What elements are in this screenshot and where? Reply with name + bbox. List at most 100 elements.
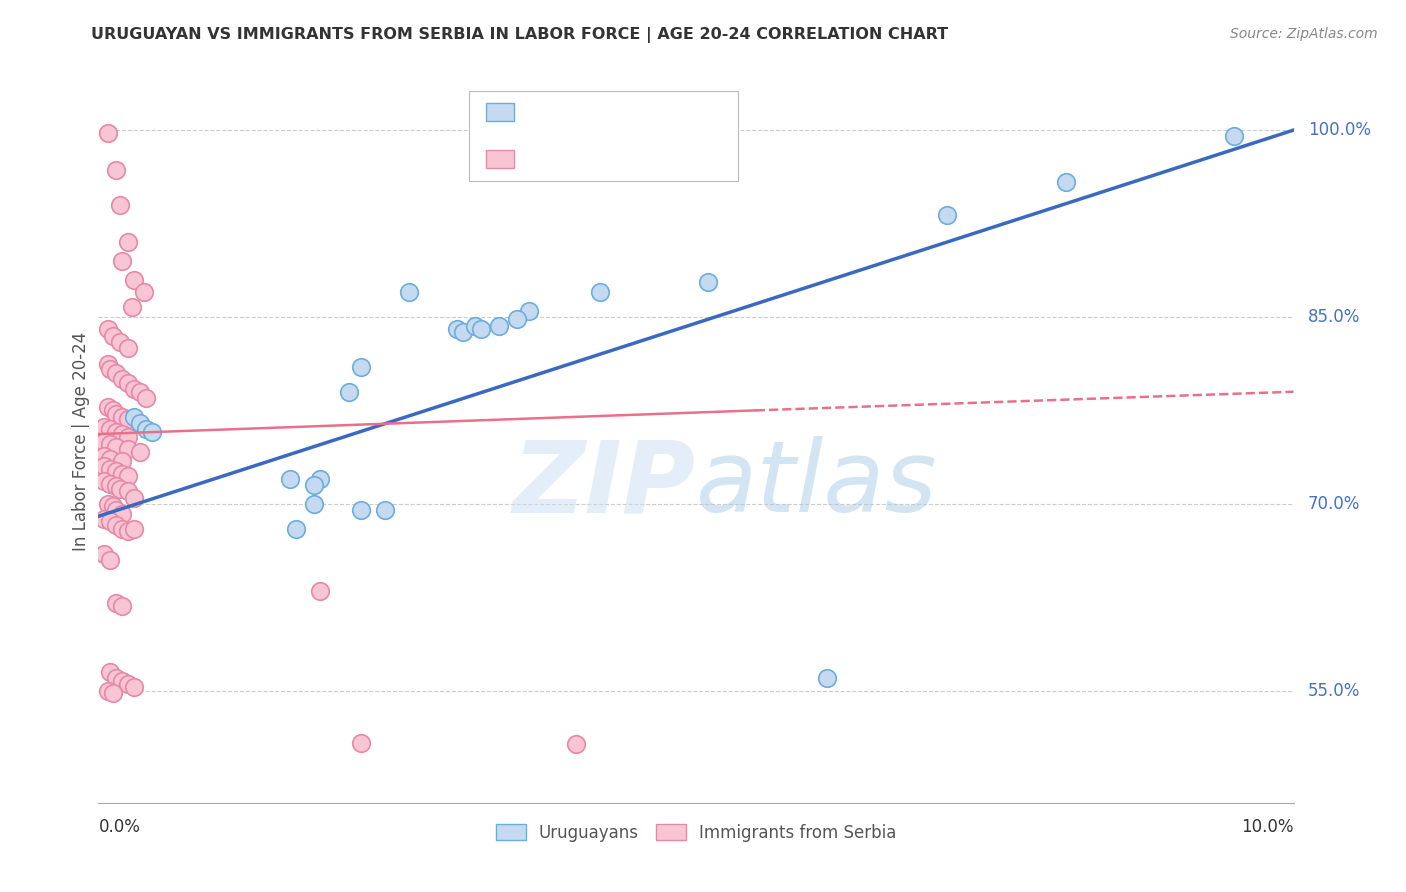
Point xyxy=(111,522,134,536)
Point xyxy=(135,422,157,436)
Point xyxy=(129,384,152,399)
Point xyxy=(129,444,152,458)
Point xyxy=(97,497,120,511)
Point xyxy=(1223,129,1246,144)
Point xyxy=(105,465,128,479)
Point xyxy=(98,553,122,567)
Point xyxy=(98,362,122,376)
Point xyxy=(278,472,301,486)
Point xyxy=(93,459,115,474)
Point xyxy=(124,272,146,286)
Point xyxy=(135,391,157,405)
Point xyxy=(111,427,134,442)
Point xyxy=(111,467,134,481)
Text: 70.0%: 70.0% xyxy=(1308,495,1360,513)
Point xyxy=(308,472,330,486)
Point xyxy=(374,503,396,517)
Point xyxy=(93,450,115,464)
Point xyxy=(124,680,146,694)
Text: URUGUAYAN VS IMMIGRANTS FROM SERBIA IN LABOR FORCE | AGE 20-24 CORRELATION CHART: URUGUAYAN VS IMMIGRANTS FROM SERBIA IN L… xyxy=(91,27,949,43)
Point xyxy=(98,514,122,528)
Point xyxy=(124,491,146,505)
Point xyxy=(129,416,152,430)
Point xyxy=(308,584,330,599)
Point xyxy=(108,198,131,212)
Point xyxy=(111,409,134,424)
Point xyxy=(97,126,120,140)
Point xyxy=(105,440,128,454)
Point xyxy=(302,497,325,511)
Point xyxy=(111,507,134,521)
Point xyxy=(124,409,146,424)
Point xyxy=(98,422,122,436)
Point xyxy=(98,437,122,451)
Point xyxy=(488,318,510,333)
Text: 55.0%: 55.0% xyxy=(1308,681,1360,699)
Point xyxy=(97,400,120,414)
Point xyxy=(111,254,134,268)
Point xyxy=(97,357,120,371)
Point xyxy=(98,476,122,491)
Point xyxy=(141,425,163,439)
Point xyxy=(470,322,492,336)
Point xyxy=(105,407,128,421)
Point xyxy=(506,312,529,326)
Point xyxy=(117,524,139,539)
Point xyxy=(284,522,307,536)
Point xyxy=(98,452,122,467)
Point xyxy=(101,500,124,514)
Text: 85.0%: 85.0% xyxy=(1308,308,1360,326)
Text: R = 0.494: R = 0.494 xyxy=(523,103,613,121)
Point xyxy=(565,737,588,751)
Point xyxy=(117,469,139,483)
Point xyxy=(117,376,139,390)
Point xyxy=(108,334,131,349)
Point xyxy=(446,322,468,336)
Point xyxy=(117,484,139,499)
Point xyxy=(464,318,486,333)
Point xyxy=(124,522,146,536)
Y-axis label: In Labor Force | Age 20-24: In Labor Force | Age 20-24 xyxy=(72,332,90,551)
Point xyxy=(111,673,134,688)
Point xyxy=(132,285,155,299)
Text: ZIP: ZIP xyxy=(513,436,696,533)
Point xyxy=(117,341,139,355)
Text: atlas: atlas xyxy=(696,436,938,533)
Point xyxy=(105,479,128,493)
Point xyxy=(111,599,134,613)
Point xyxy=(105,671,128,685)
Point xyxy=(98,462,122,476)
Text: N = 74: N = 74 xyxy=(637,150,699,168)
Text: Source: ZipAtlas.com: Source: ZipAtlas.com xyxy=(1230,27,1378,41)
Point xyxy=(101,403,124,417)
Point xyxy=(97,322,120,336)
Point xyxy=(105,503,128,517)
Point xyxy=(121,300,143,314)
Point xyxy=(350,736,373,750)
FancyBboxPatch shape xyxy=(485,151,515,168)
Point xyxy=(105,366,128,380)
Text: N = 27: N = 27 xyxy=(637,103,699,121)
Point xyxy=(105,163,128,178)
Point xyxy=(697,275,720,289)
Point xyxy=(350,503,373,517)
Point xyxy=(105,518,128,533)
Point xyxy=(93,547,115,561)
Point xyxy=(117,235,139,250)
Text: R = 0.015: R = 0.015 xyxy=(523,150,613,168)
Point xyxy=(101,686,124,700)
Point xyxy=(105,597,128,611)
Point xyxy=(302,478,325,492)
Point xyxy=(517,303,540,318)
Legend: Uruguayans, Immigrants from Serbia: Uruguayans, Immigrants from Serbia xyxy=(489,817,903,848)
Point xyxy=(93,434,115,449)
Point xyxy=(124,382,146,396)
Point xyxy=(451,325,474,339)
Text: 0.0%: 0.0% xyxy=(98,818,141,836)
Point xyxy=(93,419,115,434)
Point xyxy=(936,208,959,222)
Point xyxy=(117,677,139,691)
Point xyxy=(815,671,838,685)
Point xyxy=(93,512,115,526)
Point xyxy=(117,429,139,443)
